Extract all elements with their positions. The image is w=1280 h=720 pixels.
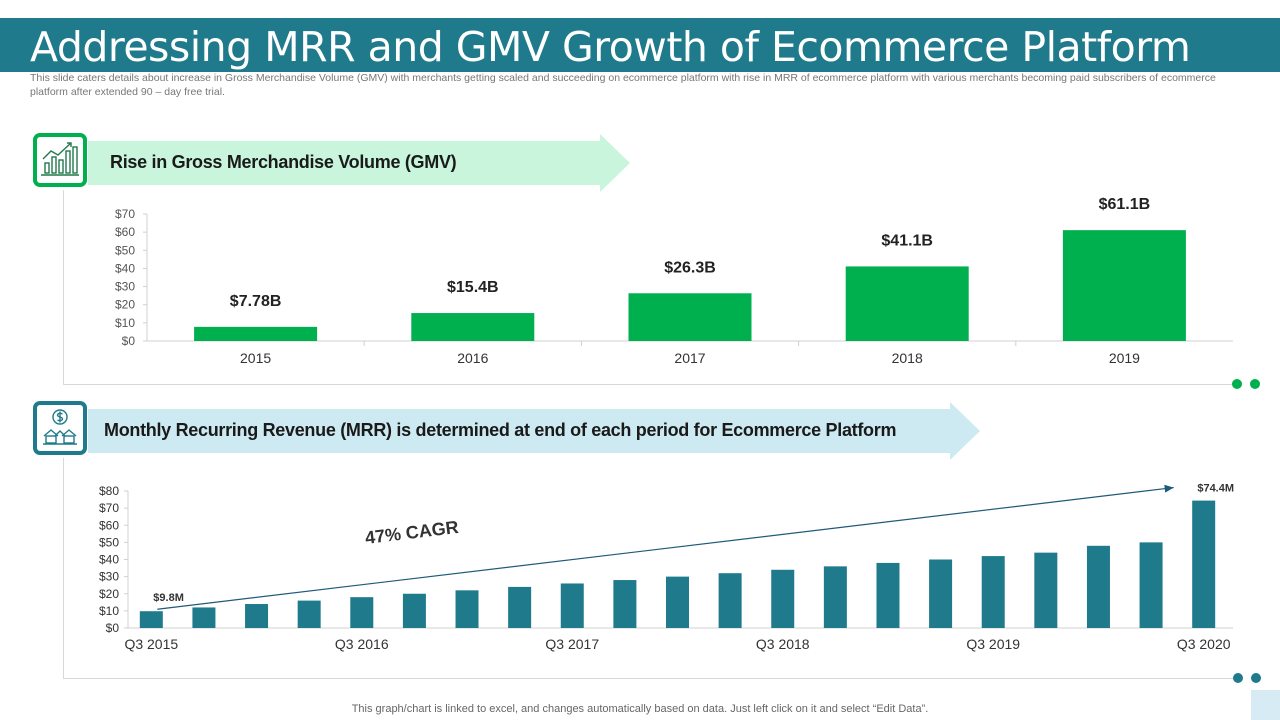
gmv-banner-arrow [88, 134, 630, 192]
mrr-icon-box [33, 401, 87, 455]
page-subtitle: This slide caters details about increase… [30, 72, 1216, 98]
mrr-chart-frame [63, 458, 1234, 679]
mrr-pager-dot [1233, 673, 1243, 683]
gmv-pager-dot [1232, 379, 1242, 389]
mrr-pager-dot [1251, 673, 1261, 683]
gmv-icon-box [33, 133, 87, 187]
page-title: Addressing MRR and GMV Growth of Ecommer… [30, 23, 1191, 71]
gmv-chart-frame [63, 190, 1234, 385]
corner-decoration [1251, 690, 1280, 720]
footnote: This graph/chart is linked to excel, and… [351, 703, 929, 715]
growth-chart-icon [41, 142, 79, 176]
title-bar [0, 18, 1280, 72]
gmv-pager-dot [1250, 379, 1260, 389]
dollar-house-icon [43, 409, 77, 445]
gmv-section-heading: Rise in Gross Merchandise Volume (GMV) [110, 152, 457, 172]
mrr-banner-arrow [88, 402, 980, 460]
mrr-section-heading: Monthly Recurring Revenue (MRR) is deter… [104, 420, 897, 440]
